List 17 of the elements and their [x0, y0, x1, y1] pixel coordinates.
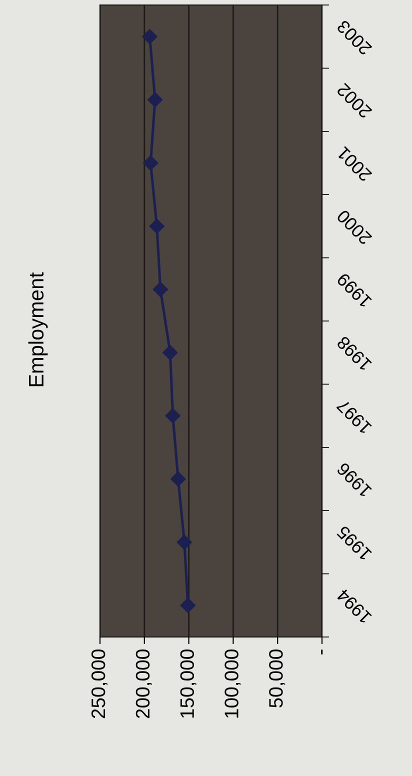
point: [176, 534, 192, 550]
point: [142, 29, 158, 44]
x-tick-label: -: [321, 650, 323, 654]
x-tick-label: 200,000: [136, 650, 152, 718]
text: Employment: [28, 272, 48, 386]
point: [170, 471, 186, 487]
point: [152, 282, 168, 297]
point: [162, 345, 178, 360]
point: [180, 598, 196, 613]
point: [143, 155, 158, 171]
x-tick-label: 250,000: [91, 650, 108, 718]
x-tick-label: 100,000: [224, 650, 241, 718]
x-tick-label: 50,000: [269, 650, 286, 708]
point: [149, 218, 164, 234]
point: [165, 408, 180, 424]
point: [147, 92, 163, 108]
x-tick-label: 150,000: [180, 650, 196, 718]
